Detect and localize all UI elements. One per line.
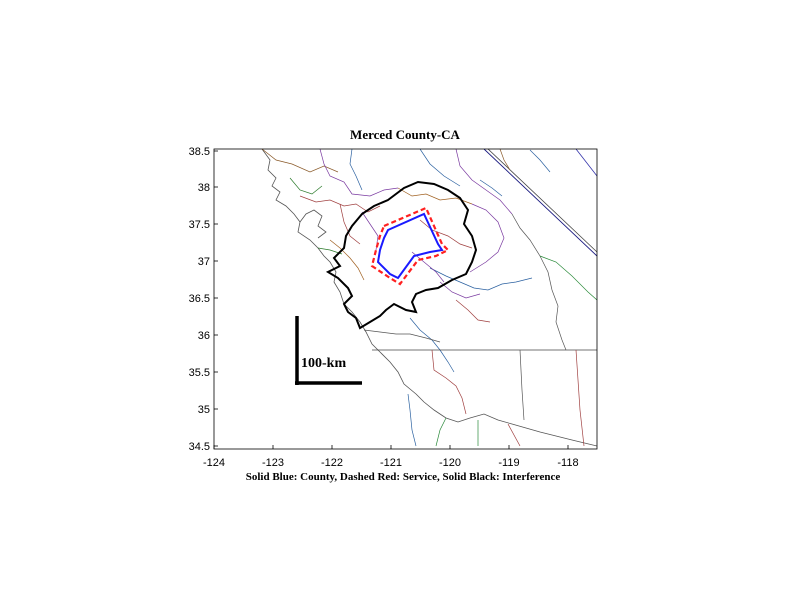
- scale-bar-label: 100-km: [301, 356, 346, 371]
- x-tick: -123: [262, 457, 284, 469]
- y-tick: 38: [198, 182, 210, 194]
- y-tick: 37: [198, 256, 210, 268]
- x-tick: -122: [321, 457, 343, 469]
- scale-bar: 100-km: [295, 316, 362, 385]
- y-tick: 37.5: [189, 219, 210, 231]
- x-tick: -120: [439, 457, 461, 469]
- coastline: [261, 149, 597, 447]
- y-tick: 36: [198, 330, 210, 342]
- x-tick: -121: [380, 457, 402, 469]
- x-tick: -118: [557, 457, 578, 469]
- service-contour: [370, 206, 450, 286]
- y-tick: 38.5: [189, 146, 210, 158]
- plot-frame: [213, 148, 598, 450]
- map-layer: [261, 149, 597, 447]
- state-border-ne: [483, 149, 597, 257]
- map-title: Merced County-CA: [350, 127, 460, 142]
- y-tick: 36.5: [189, 293, 210, 305]
- x-tick: -124: [203, 457, 225, 469]
- y-tick-labels: 38.5 38 37.5 37 36.5 36 35.5 35 34.5: [189, 146, 210, 453]
- y-tick: 35: [198, 404, 210, 416]
- y-tick: 35.5: [189, 367, 210, 379]
- county-boundary: [376, 212, 444, 280]
- bay-inlet: [299, 209, 327, 239]
- interference-contour: [325, 180, 478, 330]
- y-tick: 34.5: [189, 441, 210, 453]
- tick-marks: [213, 150, 569, 449]
- x-tick: -119: [498, 457, 519, 469]
- state-border-ne-2: [487, 149, 597, 253]
- county-boundaries: [261, 149, 597, 447]
- x-tick-labels: -124 -123 -122 -121 -120 -119 -118: [203, 457, 579, 469]
- legend-caption: Solid Blue: County, Dashed Red: Service,…: [246, 471, 561, 483]
- state-border-nv: [575, 149, 597, 177]
